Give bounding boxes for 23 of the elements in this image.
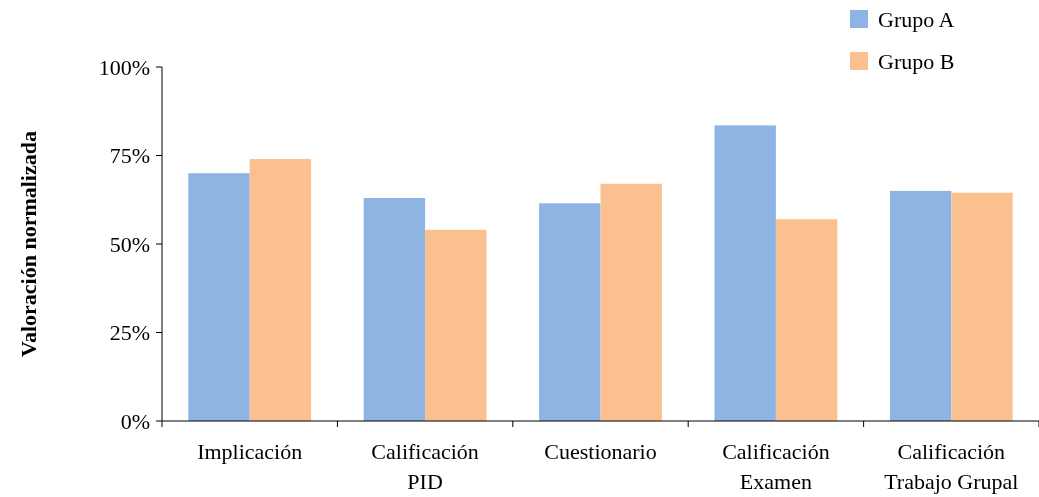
- bar: [775, 219, 838, 421]
- x-tick-label: Implicación: [197, 439, 303, 464]
- legend-label: Grupo B: [878, 48, 955, 74]
- y-tick-label: 25%: [109, 320, 150, 346]
- bar: [600, 183, 662, 421]
- legend-label: Grupo A: [878, 6, 955, 32]
- bar: [249, 159, 312, 421]
- x-tick-label: Calificación PID: [371, 439, 479, 494]
- y-tick-label: 50%: [109, 231, 150, 257]
- x-tick-label: Calificación Examen: [722, 439, 830, 494]
- y-tick-label: 0%: [120, 408, 150, 434]
- x-tick-label: Calificación Trabajo Grupal: [884, 439, 1019, 494]
- bar: [539, 203, 601, 421]
- bar: [425, 229, 487, 421]
- bar: [363, 197, 426, 421]
- y-axis-title: Valoración normalizada: [16, 131, 41, 357]
- bar: [714, 125, 776, 421]
- bar: [889, 190, 952, 421]
- x-tick-label: Cuestionario: [544, 439, 657, 464]
- bar: [188, 173, 250, 421]
- bar: [951, 192, 1013, 421]
- y-tick-label: 75%: [109, 143, 150, 169]
- y-tick-label: 100%: [98, 54, 150, 80]
